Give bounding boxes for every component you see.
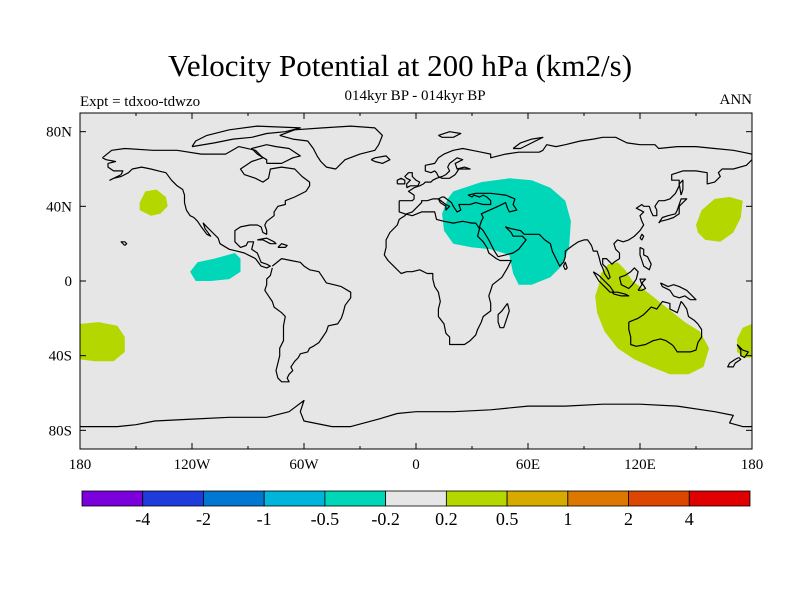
region-yellow-green-4 [696,197,743,242]
coast-hispaniola [277,243,288,248]
colorbar-swatch [445,490,508,507]
colorbar-swatch [263,490,326,507]
coast-borneo [618,267,639,290]
region-yellow-green-3 [139,189,168,216]
colorbar-swatch [81,490,144,507]
y-tick-label: 40N [46,199,72,215]
experiment-label: Expt = tdxoo-tdwzo [80,94,201,110]
colorbar-label: 0.2 [435,509,458,529]
coast-sulawesi [637,278,647,291]
x-tick-label: 0 [412,457,420,473]
y-tick-label: 80N [46,125,72,141]
season-label: ANN [719,92,753,108]
chart-title: Velocity Potential at 200 hPa (km2/s) [167,48,633,83]
colorbar-swatch [506,490,569,507]
colorbar-label: -4 [135,509,150,529]
coast-novaya-zemlya [512,136,544,150]
y-tick-label: 40S [49,349,72,365]
x-tick-label: 120E [624,457,656,473]
coast-arctic-islands [191,125,301,148]
coast-taiwan [639,233,645,241]
y-tick-label: 0 [65,274,73,290]
colorbar-swatch [628,490,690,507]
coast-java [611,291,630,297]
colorbar-label: -0.2 [371,509,400,529]
colorbar-label: 4 [685,509,694,529]
colorbar-swatch [324,490,387,507]
coast-sakhalin [678,179,684,196]
x-tick-label: 180 [741,457,764,473]
coast-antarctica [80,399,752,428]
coast-philippines [639,246,652,271]
x-tick-label: 60E [516,457,540,473]
region-cyan-1 [442,178,571,285]
y-tick-label: 80S [49,423,72,439]
coast-hawaii [120,241,128,246]
colorbar-label: 1 [563,509,572,529]
coast-new-zealand-south [727,356,742,368]
coast-japan [658,198,688,224]
chart-subtitle: 014kyr BP - 014kyr BP [344,88,486,104]
coast-australia [628,300,703,353]
coast-madagascar [497,303,510,329]
colorbar-label: -0.5 [311,509,340,529]
colorbar-swatch [385,490,447,507]
colorbar-label: 2 [624,509,633,529]
coast-greenland [279,125,383,170]
map-background [80,113,752,449]
coast-south-america [264,258,352,383]
coast-north-america [102,146,311,269]
colorbar-label: 0.5 [496,509,519,529]
colorbar-swatch [203,490,265,507]
colorbar-swatch [567,490,629,507]
coast-svalbard [438,131,462,138]
coast-ireland [396,177,406,185]
region-yellow-green-5 [595,262,710,375]
coast-new-guinea [659,282,697,301]
x-tick-label: 60W [289,457,319,473]
colorbar-swatch [142,490,204,507]
colorbar-label: -1 [257,509,272,529]
coast-eurasia-africa [383,136,752,346]
colorbar-label: -2 [196,509,211,529]
coast-iceland [370,155,391,164]
coast-cuba [257,237,277,245]
coast-uk [404,172,421,189]
coast-new-zealand-north [736,344,749,359]
x-tick-label: 120W [174,457,212,473]
x-tick-label: 180 [69,457,92,473]
coast-sri-lanka [562,261,568,271]
region-yellow-green-6 [80,322,125,362]
region-cyan-2 [190,253,241,281]
colorbar-swatch [688,490,751,507]
coast-baffin [251,144,301,164]
